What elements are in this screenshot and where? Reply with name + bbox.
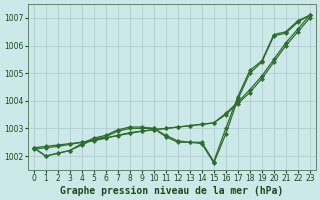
X-axis label: Graphe pression niveau de la mer (hPa): Graphe pression niveau de la mer (hPa) — [60, 186, 284, 196]
